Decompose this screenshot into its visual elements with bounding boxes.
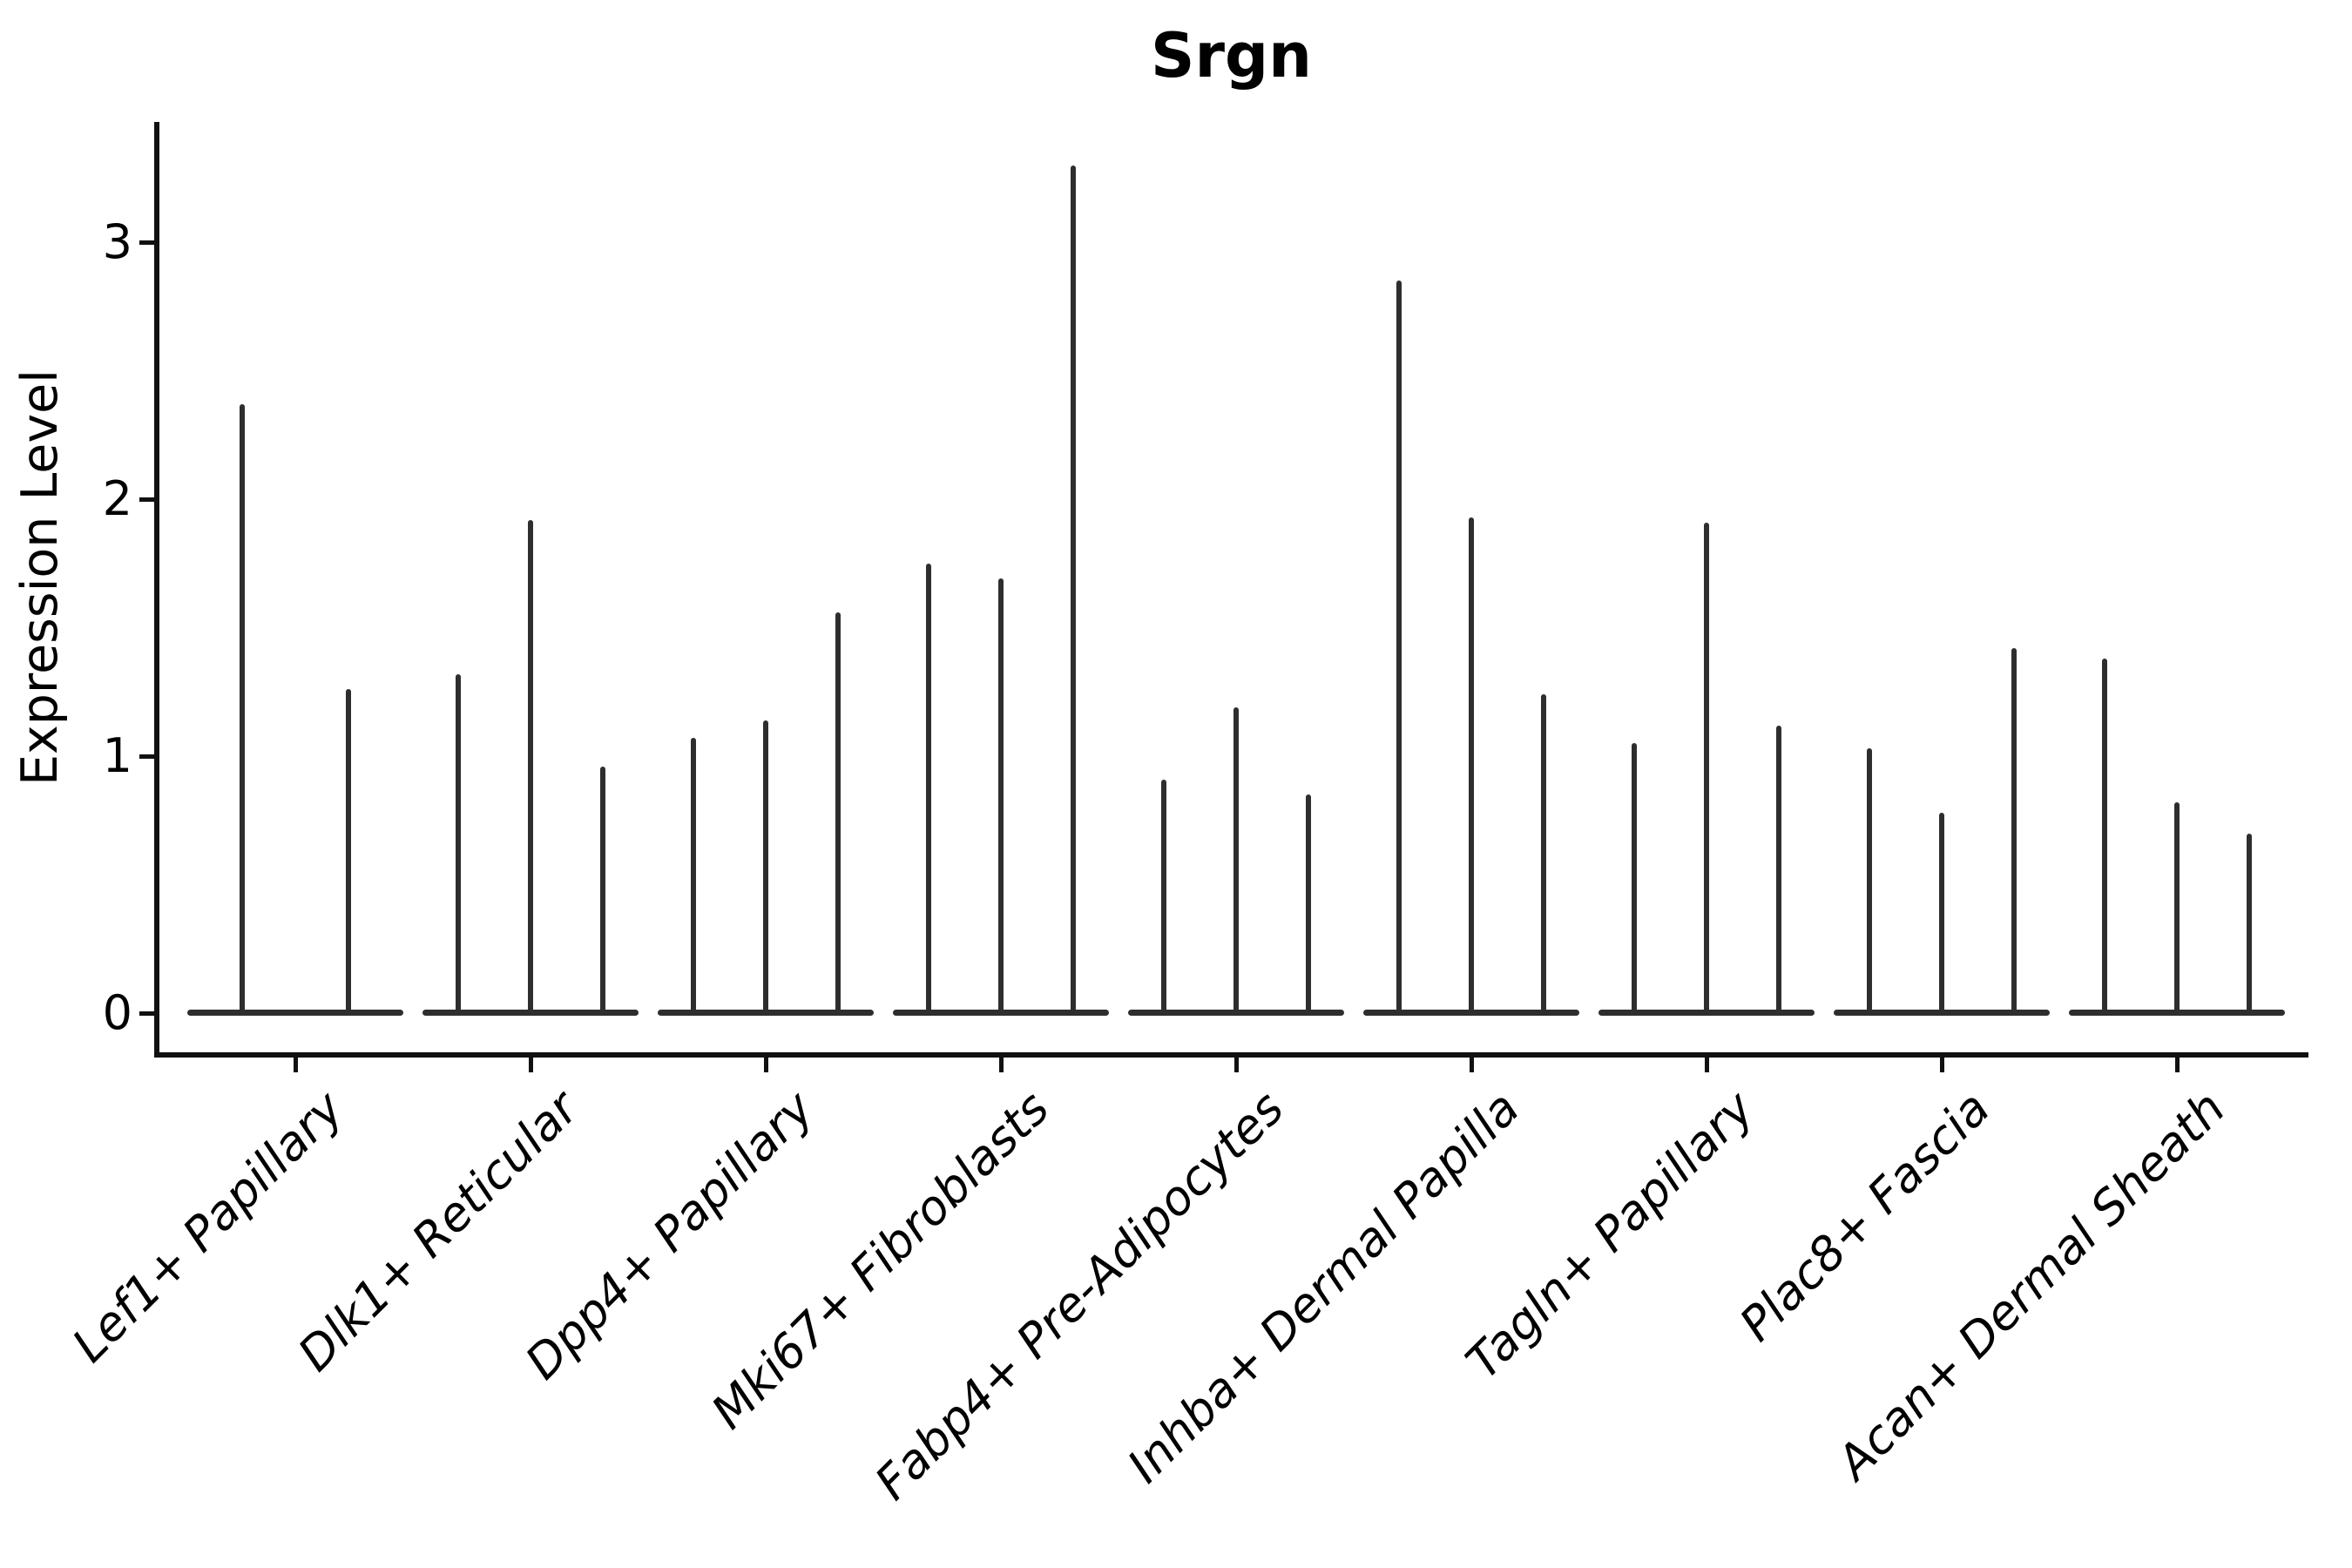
violin-spike bbox=[691, 738, 696, 1016]
violin-spike bbox=[2174, 802, 2180, 1016]
violin-spike bbox=[1161, 779, 1166, 1016]
violin-spike bbox=[2011, 648, 2017, 1016]
violin-spike bbox=[1541, 694, 1546, 1016]
y-tick-mark bbox=[139, 240, 154, 245]
x-tick-mark bbox=[1705, 1058, 1709, 1072]
x-tick-label: Fabp4+ Pre-Adipocytes bbox=[864, 1080, 1295, 1511]
violin-spike bbox=[346, 689, 351, 1016]
x-axis-spine bbox=[154, 1052, 2308, 1058]
violin-spike bbox=[1071, 165, 1076, 1016]
x-tick-mark bbox=[529, 1058, 533, 1072]
chart-title: Srgn bbox=[1151, 20, 1312, 91]
x-tick-label: Acan+ Dermal Sheath bbox=[1826, 1080, 2236, 1490]
violin-spike bbox=[1632, 743, 1637, 1016]
violin-spike bbox=[2247, 833, 2252, 1016]
violin-spike bbox=[1233, 706, 1239, 1016]
y-tick-label: 0 bbox=[102, 985, 132, 1040]
violin-spike bbox=[456, 673, 461, 1016]
y-tick-label: 2 bbox=[102, 471, 132, 526]
x-tick-mark bbox=[999, 1058, 1004, 1072]
violin-spike bbox=[763, 720, 768, 1016]
violin-spike bbox=[998, 578, 1004, 1016]
y-tick-mark bbox=[139, 1011, 154, 1016]
violin-spike bbox=[1776, 725, 1781, 1016]
x-tick-label: Plac8+ Fascia bbox=[1728, 1080, 2001, 1352]
violin-spike bbox=[1396, 280, 1402, 1016]
violin-spike bbox=[835, 612, 841, 1016]
violin-spike bbox=[1469, 517, 1474, 1016]
x-tick-mark bbox=[294, 1058, 298, 1072]
violin-spike bbox=[1867, 748, 1872, 1016]
x-tick-label: Inhba+ Dermal Papilla bbox=[1117, 1080, 1531, 1494]
violin-spike bbox=[240, 403, 245, 1016]
x-tick-mark bbox=[2175, 1058, 2180, 1072]
y-tick-mark bbox=[139, 497, 154, 502]
violin-spike bbox=[1939, 812, 1944, 1016]
x-tick-mark bbox=[764, 1058, 768, 1072]
x-tick-mark bbox=[1940, 1058, 1944, 1072]
y-tick-label: 3 bbox=[102, 214, 132, 269]
x-tick-mark bbox=[1234, 1058, 1239, 1072]
violin-base bbox=[187, 1010, 403, 1016]
y-tick-label: 1 bbox=[102, 728, 132, 783]
y-axis-spine bbox=[154, 122, 159, 1058]
violin-spike bbox=[1704, 522, 1709, 1016]
y-tick-mark bbox=[139, 754, 154, 759]
violin-spike bbox=[926, 563, 931, 1016]
x-tick-mark bbox=[1470, 1058, 1474, 1072]
violin-spike bbox=[1306, 794, 1311, 1016]
violin-spike bbox=[600, 766, 605, 1016]
violin-spike bbox=[2102, 658, 2107, 1016]
violin-spike bbox=[528, 519, 533, 1016]
